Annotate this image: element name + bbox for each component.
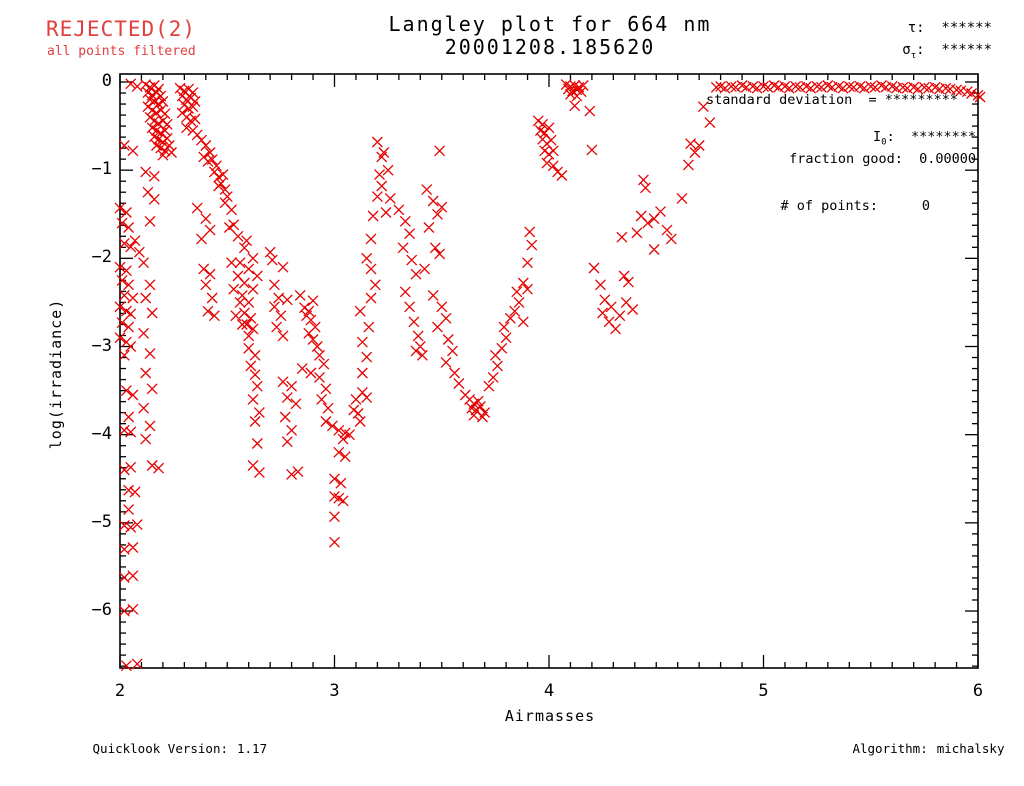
y-tick-label: −4 [91,423,112,444]
plot-title: Langley plot for 664 nm [388,12,712,36]
i0-value: I0: ******** [873,129,976,148]
y-tick-label: −2 [91,247,112,268]
plot-subtitle-datetime: 20001208.185620 [444,35,656,59]
algorithm-label: Algorithm: [852,741,928,756]
fraction-good-value: fraction good: 0.00000 [789,151,976,167]
algorithm-value: michalsky [936,741,1005,756]
x-tick-label: 2 [114,681,126,701]
tau-value: τ: ****** [907,20,992,36]
x-axis-label: Airmasses [504,707,596,725]
num-points-value: # of points: 0 [780,198,930,214]
sigma-subscript: τ [910,50,917,61]
num-points-number: 0 [921,198,930,214]
algorithm-row: Algorithm: michalsky [806,741,1012,756]
rejected-status-subtext: all points filtered [47,44,196,59]
sigma-tau-value: στ: ****** [902,42,992,61]
x-tick-label: 6 [972,681,984,701]
standard-deviation-value: standard deviation = ********* [706,92,958,108]
x-tick-label: 4 [543,681,555,701]
x-tick-label: 5 [758,681,769,701]
y-tick-label: 0 [101,71,112,91]
instrument-info-block: Algorithm:michalsky Location:sgp E11 Dat… [806,711,1012,786]
rejected-status-label: REJECTED(2) [46,17,197,41]
i0-symbol: I [873,129,882,145]
sigma-symbol: σ [902,42,911,58]
y-tick-label: −3 [91,335,112,356]
quicklook-version-label: Quicklook Version: [92,741,228,756]
y-tick-label: −1 [91,159,112,180]
x-tick-label: 3 [329,681,340,701]
quicklook-version-value: 1.17 [237,741,268,756]
sigma-value-text: : ****** [916,42,992,58]
y-tick-label: −6 [91,600,112,621]
i0-value-text: : ******** [886,129,976,145]
quicklook-version-row: Quicklook Version: 1.17 [10,741,395,756]
version-info-block: Quicklook Version:1.17 Langley Data Vers… [10,711,395,786]
i0-subscript: 0 [881,137,887,148]
y-tick-label: −5 [91,511,112,532]
num-points-label: # of points: [780,198,878,214]
scatter-points [114,78,986,672]
